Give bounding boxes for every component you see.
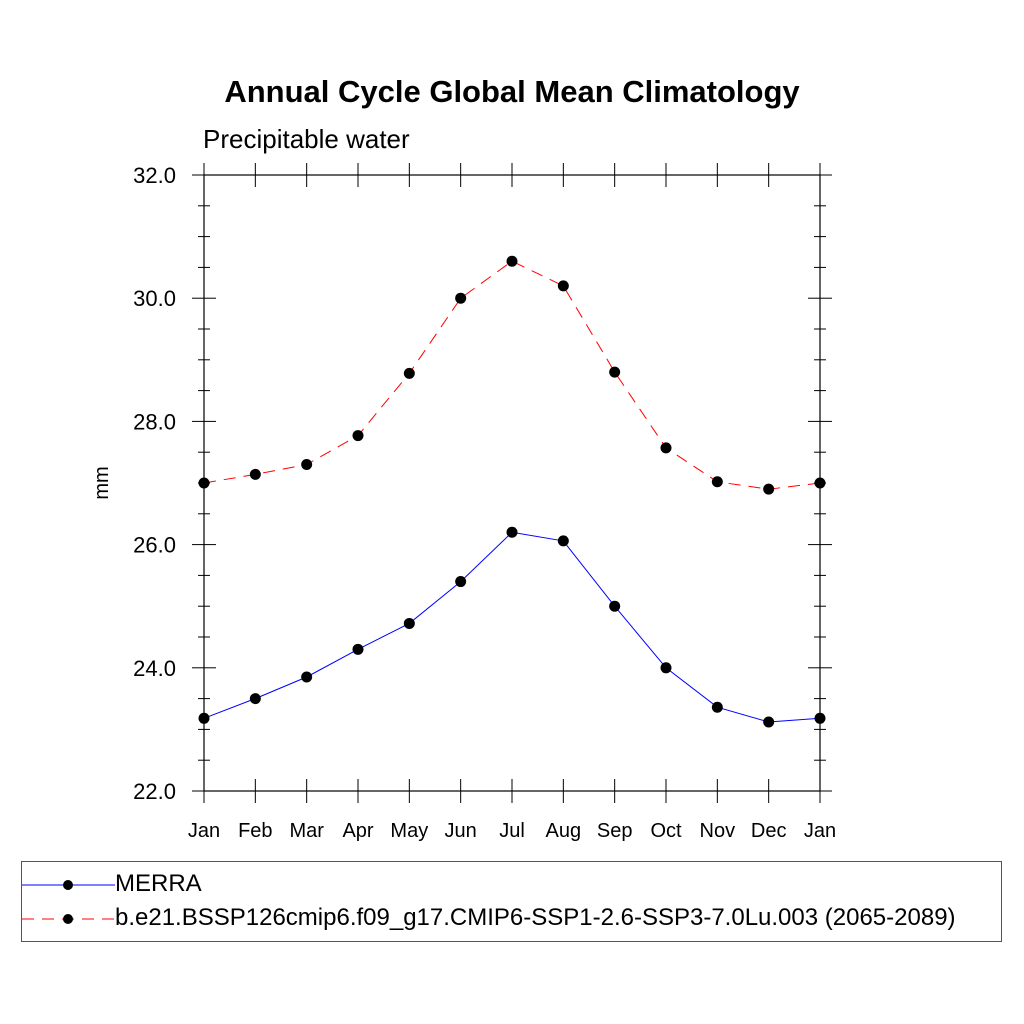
data-point [352,643,364,655]
line-chart: 22.0 24.0 26.0 28.0 30.0 32.0 Jan Feb Mar Apr May J… [91,163,836,842]
x-tick-label: May [390,820,428,842]
data-point [557,280,569,292]
data-point [403,617,415,629]
data-point [660,442,672,454]
y-tick-label: 32.0 [133,163,176,188]
data-point [609,366,621,378]
data-point [506,255,518,267]
x-tick-label: Jun [445,820,477,842]
x-tick-label: Jan [188,820,220,842]
plot-frame [203,174,821,792]
data-point [609,600,621,612]
data-point [455,576,467,588]
x-tick-label: Oct [650,820,682,842]
data-point [814,477,826,489]
data-point [763,483,775,495]
legend-swatch-model [22,914,115,924]
data-point [711,476,723,488]
y-axis-label: mm [91,466,113,499]
x-tick-label: Feb [238,820,272,842]
data-point [198,712,210,724]
data-point [352,430,364,442]
data-point [711,701,723,713]
data-point [301,671,313,683]
data-point [249,693,261,705]
series-line-1 [203,260,821,490]
legend-item-model: b.e21.BSSP126cmip6.f09_g17.CMIP6-SSP1-2.… [22,904,1002,934]
data-point [506,526,518,538]
x-tick-label: Dec [751,820,787,842]
data-point [301,459,313,471]
legend-label-merra: MERRA [115,870,202,897]
data-point [249,468,261,480]
series-line-0 [203,531,821,723]
x-tick-label: Sep [597,820,633,842]
chart-subtitle: Precipitable water [203,124,410,154]
x-tick-label: Aug [546,820,582,842]
x-tick-label: Nov [700,820,736,842]
legend-item-merra: MERRA [22,870,1002,900]
data-point [814,712,826,724]
data-point [403,367,415,379]
x-tick-label: Mar [289,820,324,842]
x-tick-label: Apr [342,820,373,842]
y-tick-label: 22.0 [133,779,176,804]
chart-legend: MERRA b.e21.BSSP126cmip6.f09_g17.CMIP6-S… [21,861,1002,942]
data-point [455,292,467,304]
data-point [198,477,210,489]
chart-title: Annual Cycle Global Mean Climatology [224,74,800,109]
y-tick-label: 28.0 [133,409,176,434]
legend-label-model: b.e21.BSSP126cmip6.f09_g17.CMIP6-SSP1-2.… [115,904,956,931]
y-tick-label: 26.0 [133,533,176,558]
data-point [660,662,672,674]
data-point [763,716,775,728]
legend-swatch-merra [22,880,115,890]
data-point [557,535,569,547]
x-tick-label: Jul [499,820,525,842]
y-tick-label: 24.0 [133,656,176,681]
y-tick-label: 30.0 [133,286,176,311]
x-tick-label: Jan [804,820,836,842]
